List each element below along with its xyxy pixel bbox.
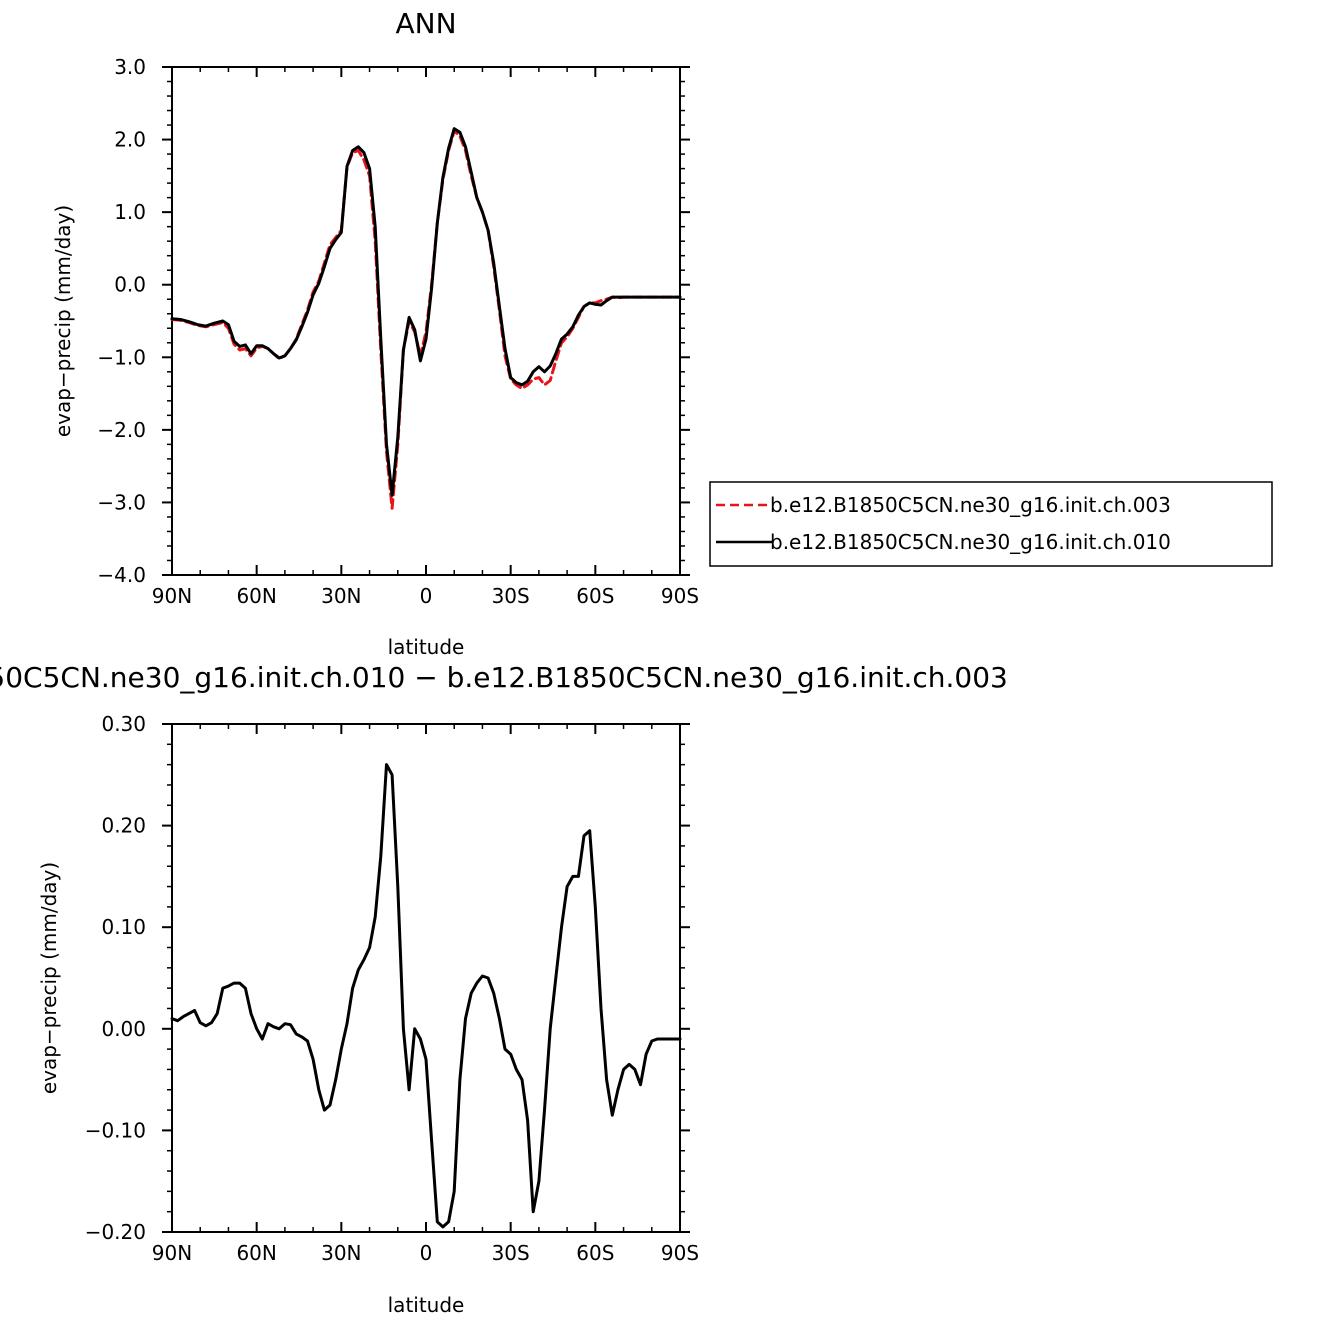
top-x-tick-label: 0	[420, 584, 433, 608]
top-series-line-1	[170, 127, 682, 497]
top-panel-axes: 90N 60N 30N 0 30S 60S 90S −4.0 −3.0 −2.0 −1.0 0.0 1.…	[97, 55, 699, 608]
bottom-x-tick-label: 30S	[492, 1241, 530, 1265]
top-y-tick-label: 2.0	[114, 128, 146, 152]
bottom-x-tick-label: 90N	[152, 1241, 192, 1265]
top-y-tick-label: 1.0	[114, 200, 146, 224]
top-x-tick-label: 60N	[236, 584, 276, 608]
bottom-panel-axes: 90N 60N 30N 0 30S 60S 90S −0.20 −0.10 0.00 0.10 0.2…	[85, 712, 699, 1265]
top-y-tick-label: 3.0	[114, 55, 146, 79]
top-x-tick-label: 60S	[576, 584, 614, 608]
top-x-tick-label: 30S	[492, 584, 530, 608]
bottom-x-tick-label: 30N	[321, 1241, 361, 1265]
bottom-y-tick-label: 0.00	[101, 1017, 146, 1041]
bottom-x-tick-label: 0	[420, 1241, 433, 1265]
bottom-panel-lines	[170, 763, 682, 1229]
legend: b.e12.B1850C5CN.ne30_g16.init.ch.003 b.e…	[709, 481, 1273, 567]
legend-box	[709, 481, 1273, 567]
top-y-tick-label: −3.0	[97, 490, 146, 514]
bottom-series-line-0	[170, 763, 682, 1229]
bottom-x-tick-label: 60S	[576, 1241, 614, 1265]
bottom-y-tick-label: −0.10	[85, 1118, 146, 1142]
top-x-axis-title: latitude	[388, 635, 465, 659]
top-y-tick-label: −1.0	[97, 345, 146, 369]
top-x-tick-label: 90S	[661, 584, 699, 608]
bottom-y-tick-label: 0.20	[101, 814, 146, 838]
top-series-line-0	[170, 129, 682, 510]
bottom-y-tick-label: 0.10	[101, 915, 146, 939]
bottom-x-tick-label: 60N	[236, 1241, 276, 1265]
top-y-tick-label: −4.0	[97, 563, 146, 587]
top-y-tick-label: 0.0	[114, 273, 146, 297]
top-panel-lines	[170, 127, 682, 510]
bottom-y-tick-label: 0.30	[101, 712, 146, 736]
top-y-tick-label: −2.0	[97, 418, 146, 442]
top-panel-title: ANN	[395, 7, 456, 40]
top-x-tick-label: 30N	[321, 584, 361, 608]
top-y-axis-title: evap−precip (mm/day)	[51, 205, 75, 437]
legend-label-003: b.e12.B1850C5CN.ne30_g16.init.ch.003	[770, 493, 1171, 517]
bottom-x-tick-label: 90S	[661, 1241, 699, 1265]
top-x-tick-label: 90N	[152, 584, 192, 608]
bottom-panel: b.e12.B1850C5CN.ne30_g16.init.ch.010 − b…	[0, 661, 1008, 1317]
bottom-x-axis-title: latitude	[388, 1293, 465, 1317]
legend-label-010: b.e12.B1850C5CN.ne30_g16.init.ch.010	[770, 530, 1171, 554]
bottom-plot-frame	[171, 723, 681, 1233]
bottom-y-axis-title: evap−precip (mm/day)	[37, 862, 61, 1094]
bottom-panel-title: b.e12.B1850C5CN.ne30_g16.init.ch.010 − b…	[0, 661, 1008, 694]
top-panel: ANN 90N 60N 30N 0 30S 60S 90S −4.0 −3.0 −2.0 −1.0 0…	[51, 7, 699, 659]
bottom-y-tick-label: −0.20	[85, 1220, 146, 1244]
